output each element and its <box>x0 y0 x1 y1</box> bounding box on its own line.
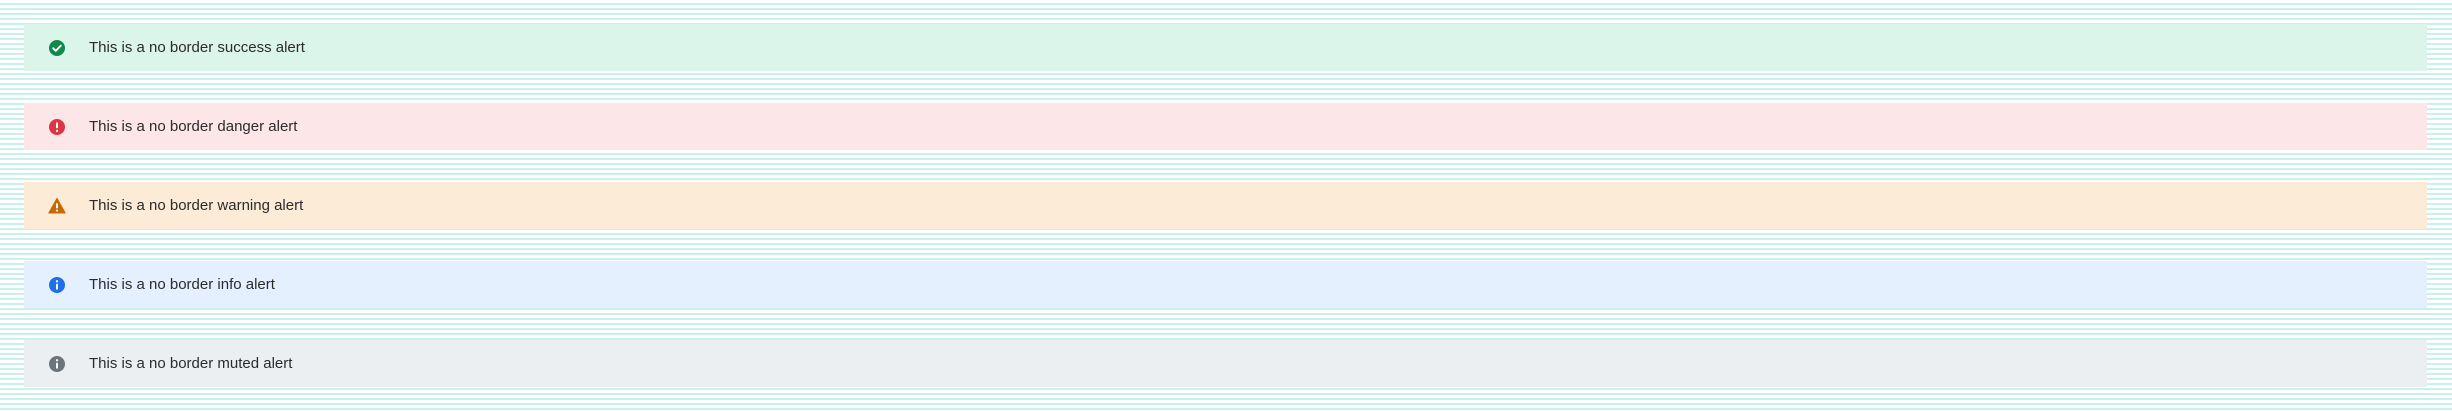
exclamation-circle-icon <box>48 118 66 136</box>
info-alert-text: This is a no border info alert <box>89 275 275 293</box>
warning-alert: This is a no border warning alert <box>24 182 2427 229</box>
alert-stack: This is a no border success alert This i… <box>24 24 2427 387</box>
danger-alert-text: This is a no border danger alert <box>89 117 298 135</box>
warning-alert-text: This is a no border warning alert <box>89 196 304 214</box>
warning-triangle-icon <box>48 197 66 215</box>
check-circle-icon <box>48 39 66 57</box>
info-alert: This is a no border info alert <box>24 261 2427 308</box>
danger-alert: This is a no border danger alert <box>24 103 2427 150</box>
info-circle-icon <box>48 355 66 373</box>
success-alert-text: This is a no border success alert <box>89 38 305 56</box>
success-alert: This is a no border success alert <box>24 24 2427 71</box>
muted-alert-text: This is a no border muted alert <box>89 354 293 372</box>
info-circle-icon <box>48 276 66 294</box>
muted-alert: This is a no border muted alert <box>24 340 2427 387</box>
